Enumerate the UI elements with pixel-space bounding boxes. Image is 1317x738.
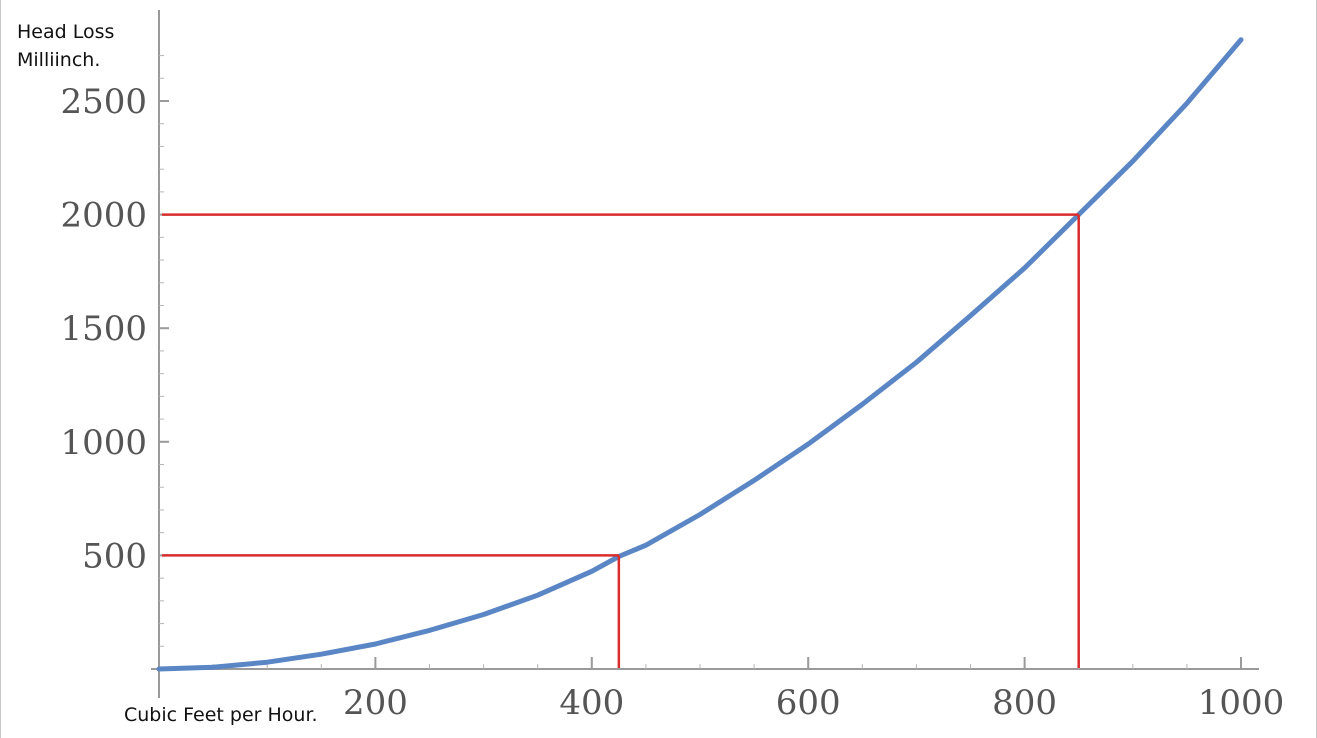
x-tick-label: 200: [343, 683, 408, 723]
y-tick-label: 1000: [60, 423, 147, 463]
x-tick-label: 600: [776, 683, 841, 723]
y-tick-label: 1500: [60, 309, 147, 349]
y-axis-label: Head Loss Milliinch.: [17, 18, 114, 74]
x-tick-label: 400: [559, 683, 624, 723]
y-tick-label: 500: [82, 536, 147, 576]
y-axis-label-line-2: Milliinch.: [17, 49, 101, 71]
y-axis-label-line-1: Head Loss: [17, 21, 115, 43]
data-series-line: [156, 37, 1244, 672]
x-tick-label: 1000: [1198, 683, 1285, 723]
y-tick-label: 2500: [60, 82, 147, 122]
y-tick-label: 2000: [60, 196, 147, 236]
x-axis-label: Cubic Feet per Hour.: [124, 704, 318, 726]
x-tick-label: 800: [992, 683, 1057, 723]
